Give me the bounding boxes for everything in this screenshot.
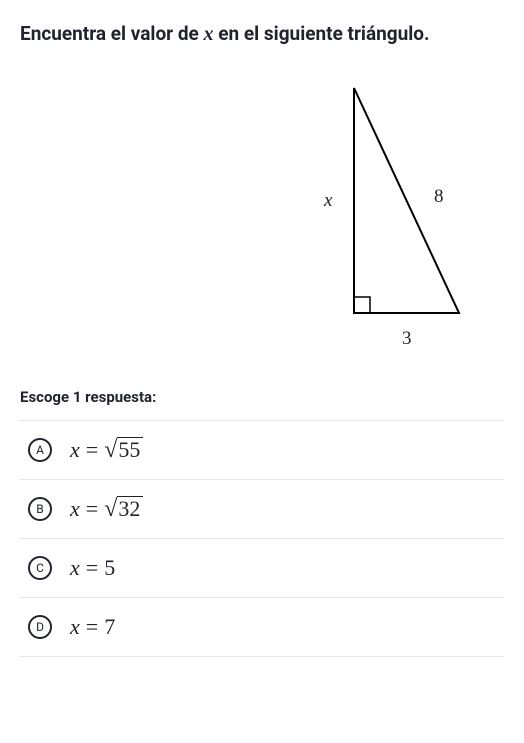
- choice-d[interactable]: Dx=7: [20, 597, 504, 657]
- sqrt-argument: 55: [117, 437, 143, 462]
- question-text: Encuentra el valor de x en el siguiente …: [20, 20, 504, 48]
- triangle-label-hypotenuse: 8: [434, 186, 444, 208]
- expr-variable: x: [70, 437, 80, 463]
- sqrt: √55: [104, 437, 143, 462]
- expr-equals: =: [86, 555, 98, 581]
- triangle-label-left: x: [324, 190, 332, 212]
- expr-variable: x: [70, 555, 80, 581]
- choice-expression: x=√32: [70, 496, 143, 522]
- triangle-figure: x 8 3: [314, 78, 484, 358]
- sqrt: √32: [104, 496, 143, 521]
- choice-expression: x=7: [70, 614, 115, 640]
- expr-equals: =: [86, 614, 98, 640]
- expr-variable: x: [70, 614, 80, 640]
- question-suffix: en el siguiente triángulo.: [214, 22, 430, 45]
- choice-a[interactable]: Ax=√55: [20, 420, 504, 479]
- choice-c[interactable]: Cx=5: [20, 538, 504, 597]
- expr-variable: x: [70, 496, 80, 522]
- sqrt-argument: 32: [117, 496, 143, 521]
- question-variable: x: [204, 23, 214, 45]
- expr-equals: =: [86, 496, 98, 522]
- triangle-svg: [314, 78, 484, 358]
- choice-letter: D: [28, 615, 52, 639]
- expr-value: 7: [104, 614, 115, 640]
- choice-letter: B: [28, 497, 52, 521]
- choice-b[interactable]: Bx=√32: [20, 479, 504, 538]
- expr-equals: =: [86, 437, 98, 463]
- right-angle-marker: [354, 297, 370, 313]
- question-prefix: Encuentra el valor de: [20, 22, 204, 45]
- choice-expression: x=√55: [70, 437, 143, 463]
- triangle-label-base: 3: [402, 328, 412, 350]
- choice-letter: C: [28, 556, 52, 580]
- instructions-text: Escoge 1 respuesta:: [20, 388, 504, 406]
- expr-value: 5: [104, 555, 115, 581]
- choices-list: Ax=√55Bx=√32Cx=5Dx=7: [20, 420, 504, 657]
- choice-letter: A: [28, 438, 52, 462]
- sqrt-symbol: √: [104, 438, 117, 463]
- figure-container: x 8 3: [20, 78, 504, 358]
- choice-expression: x=5: [70, 555, 115, 581]
- sqrt-symbol: √: [104, 497, 117, 522]
